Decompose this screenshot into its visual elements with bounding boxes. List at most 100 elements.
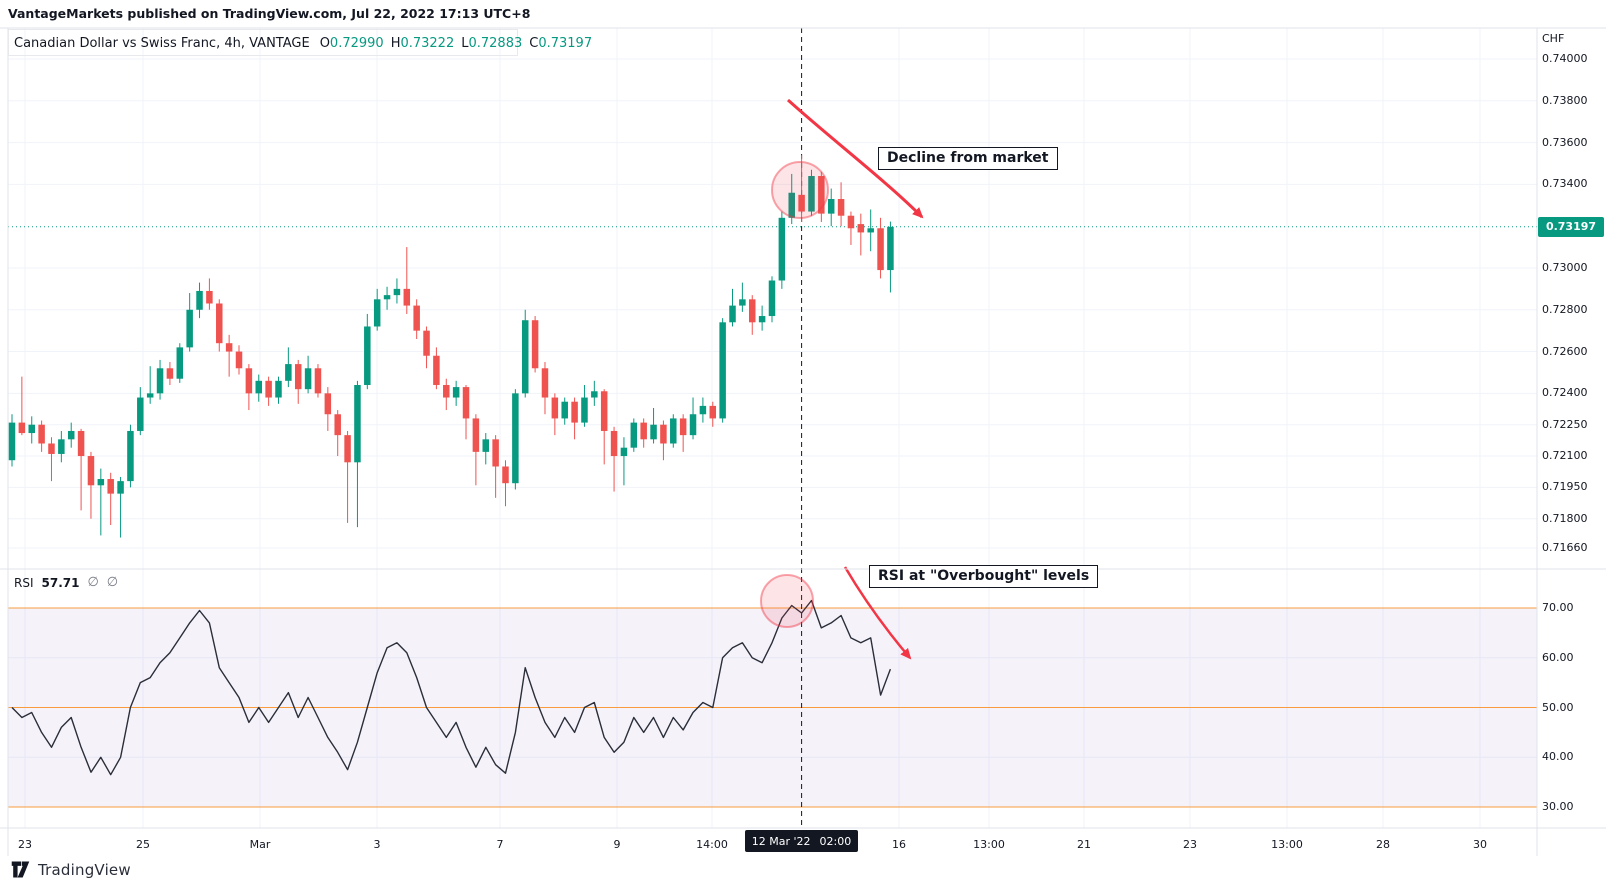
price-top-highlight-circle[interactable] [771,161,829,219]
rsi-level-label: 60.00 [1542,650,1574,664]
candle-body [344,435,351,463]
candlestick-series[interactable] [8,155,894,538]
price-tick-label: 0.73000 [1542,260,1588,274]
candle-body [867,228,874,233]
candle-body [699,405,707,415]
ohlc-high: H0.73222 [390,36,455,51]
candle-body [877,228,884,271]
crosshair-time-badge: 12 Mar '22 02:00 [745,830,858,852]
rsi-decline-arrow[interactable] [843,566,912,660]
candle-body [107,479,114,494]
price-tick-label: 0.72600 [1542,344,1588,358]
time-tick-label: 21 [1077,838,1091,851]
candle-body [235,351,243,369]
candle-body [48,443,55,454]
candle-body [531,320,539,369]
rsi-level-label: 30.00 [1542,800,1574,813]
price-tick-label: 0.71950 [1542,480,1588,494]
rsi-level-label: 50.00 [1542,700,1574,714]
candle-body [887,226,894,271]
candle-body [798,194,805,212]
hidden-source-icon[interactable]: ∅ [87,575,99,590]
symbol-legend[interactable]: Canadian Dollar vs Swiss Franc, 4h, VANT… [14,36,599,51]
candle-body [97,479,105,486]
candle-body [640,422,647,440]
time-tick-label: 9 [613,838,621,851]
time-tick-label: Mar [249,838,271,851]
reference-lines-layer [8,28,1537,828]
price-tick-label: 0.73600 [1542,135,1588,149]
candle-body [502,466,509,484]
candle-body [492,439,499,467]
decline-arrow[interactable] [786,98,924,219]
rsi-label: RSI [14,575,34,590]
overbought-annotation-label[interactable]: RSI at "Overbought" levels [869,565,1099,588]
candle-body [58,439,65,454]
rsi-peak-highlight-circle[interactable] [760,574,814,628]
candle-body [127,430,134,482]
rsi-value: 57.71 [41,575,80,590]
candle-body [18,422,26,434]
candle-body [581,397,588,423]
candle-body [610,430,618,457]
price-tick-label: 0.72400 [1542,386,1588,400]
candle-body [265,380,272,398]
rsi-level-label: 40.00 [1542,750,1574,764]
candle-body [176,347,184,379]
candle-body [8,422,16,461]
time-tick-label: 23 [1183,838,1197,851]
candle-body [541,368,549,398]
time-tick-label: 23 [18,838,32,851]
tradingview-watermark[interactable]: TradingView [10,860,131,879]
hidden-source-icon[interactable]: ∅ [106,575,119,590]
candle-body [729,305,736,323]
candle-body [67,430,75,440]
candle-body [452,387,460,398]
candle-body [403,288,411,306]
ohlc-open: O0.72990 [319,36,384,51]
candle-body [354,384,361,463]
candle-body [650,424,657,440]
candle-body [275,380,282,398]
candle-body [679,418,687,436]
candle-body [364,326,371,385]
candle-body [186,309,193,348]
price-tick-label: 0.73800 [1542,93,1588,107]
candle-body [216,303,223,344]
candle-body [196,290,203,310]
symbol-title[interactable]: Canadian Dollar vs Swiss Franc, 4h, VANT… [14,36,310,51]
time-tick-label: 16 [892,838,906,851]
candle-body [383,295,391,300]
candle-body [758,316,766,323]
candle-body [423,330,430,356]
drawings-layer[interactable] [760,98,924,660]
price-axis-currency-label: CHF [1542,32,1565,45]
legend-box-outline [8,29,518,56]
rsi-line-series[interactable] [11,599,892,776]
candle-body [245,368,253,394]
candle-body [857,224,865,233]
candle-body [660,424,667,444]
candle-body [413,305,420,331]
attribution-text: VantageMarkets published on TradingView.… [8,6,531,21]
candle-body [334,414,341,436]
rsi-indicator-legend[interactable]: RSI 57.71 ∅ ∅ [14,575,118,590]
tradingview-watermark-text: TradingView [38,860,131,879]
candle-body [373,299,381,327]
pane-borders [0,27,1606,856]
candle-body [304,368,312,390]
candle-body [255,380,262,394]
decline-annotation-label[interactable]: Decline from market [878,147,1058,170]
time-tick-label: 25 [136,838,150,851]
price-tick-label: 0.71660 [1542,540,1588,554]
price-tick-label: 0.71800 [1542,511,1588,525]
time-tick-label: 3 [373,838,381,851]
time-tick-label: 14:00 [696,838,728,851]
tradingview-logo-icon [11,861,30,878]
candle-body [146,393,154,398]
time-tick-label: 13:00 [973,838,1005,851]
candle-body [433,355,440,385]
candle-body [294,364,302,390]
candle-body [225,343,233,352]
